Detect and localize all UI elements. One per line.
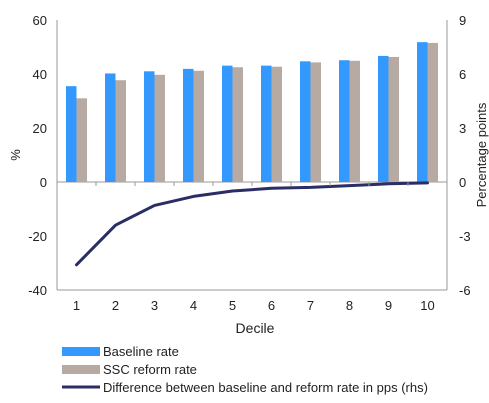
x-tick-label: 9	[385, 298, 392, 313]
bar-baseline-1	[66, 86, 77, 182]
y-left-tick-label: 40	[33, 67, 47, 82]
x-tick-label: 7	[307, 298, 314, 313]
bar-baseline-3	[144, 71, 155, 182]
legend-swatch-1	[62, 365, 100, 374]
bar-baseline-2	[105, 73, 116, 182]
bar-reform-8	[349, 60, 360, 182]
bar-reform-9	[388, 56, 399, 182]
y-right-tick-label: 0	[459, 175, 466, 190]
bar-baseline-7	[300, 61, 311, 183]
bar-baseline-4	[183, 68, 194, 182]
y-left-tick-label: 60	[33, 13, 47, 28]
y-left-tick-label: -20	[28, 229, 47, 244]
bar-baseline-10	[417, 42, 428, 182]
x-tick-label: 2	[112, 298, 119, 313]
x-tick-label: 4	[190, 298, 197, 313]
bar-baseline-5	[222, 65, 233, 182]
labels-layer: Decile % Percentage points	[8, 102, 489, 336]
bar-reform-6	[271, 66, 282, 182]
y-axis-right-label: Percentage points	[474, 102, 489, 207]
bar-reform-2	[115, 80, 126, 182]
y-left-tick-label: 20	[33, 121, 47, 136]
y-right-tick-label: 3	[459, 121, 466, 136]
x-tick-label: 5	[229, 298, 236, 313]
y-left-tick-label: 0	[40, 175, 47, 190]
bar-reform-5	[232, 67, 243, 182]
legend-swatch-0	[62, 347, 100, 356]
bar-baseline-6	[261, 65, 272, 182]
x-tick-label: 8	[346, 298, 353, 313]
x-tick-label: 1	[73, 298, 80, 313]
y-right-tick-label: -3	[459, 229, 471, 244]
legend: Baseline rate SSC reform rate Difference b…	[62, 344, 428, 395]
y-axis-left-label: %	[8, 149, 23, 161]
bar-reform-3	[154, 74, 165, 182]
x-tick-label: 6	[268, 298, 275, 313]
bar-reform-10	[427, 42, 438, 183]
y-right-tick-label: -6	[459, 283, 471, 298]
difference-line	[75, 181, 429, 267]
bars-layer	[66, 42, 438, 183]
bar-reform-1	[76, 98, 87, 182]
legend-label-2: Difference between baseline and reform r…	[103, 380, 428, 395]
x-tick-label: 10	[420, 298, 434, 313]
bar-baseline-8	[339, 60, 350, 183]
ticks-layer: 60 40 20 0 -20 -40 9 6 3 0 -3 -6 1 2 3 4 5 6 7 8 9 10	[28, 13, 470, 313]
line-layer	[75, 181, 429, 267]
bar-reform-7	[310, 62, 321, 182]
bar-baseline-9	[378, 55, 389, 182]
legend-label-1: SSC reform rate	[103, 362, 197, 377]
y-right-tick-label: 9	[459, 13, 466, 28]
legend-label-0: Baseline rate	[103, 344, 179, 359]
bar-reform-4	[193, 70, 204, 182]
y-left-tick-label: -40	[28, 283, 47, 298]
y-right-tick-label: 6	[459, 67, 466, 82]
x-tick-label: 3	[151, 298, 158, 313]
x-axis-label: Decile	[236, 320, 275, 336]
